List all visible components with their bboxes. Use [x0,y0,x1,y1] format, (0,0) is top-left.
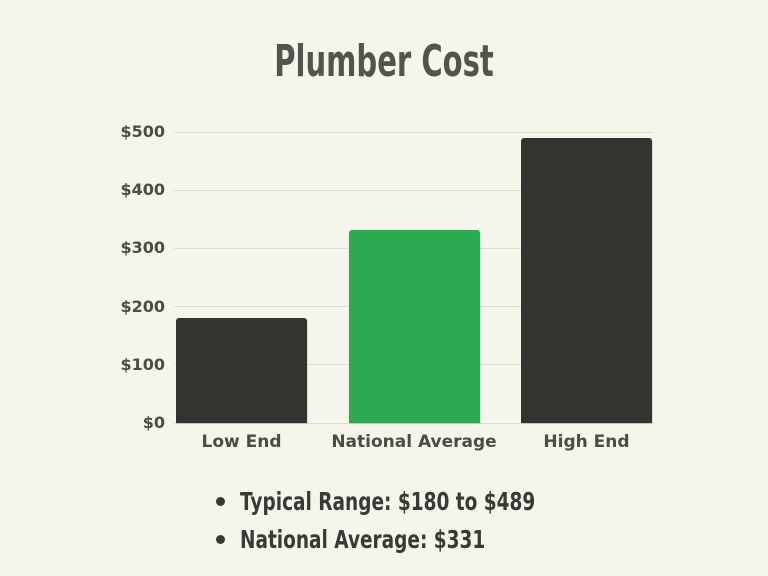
bullet-icon [216,534,225,544]
note-item: Typical Range: $180 to $489 [216,482,639,520]
y-axis-tick-label: $400 [120,180,165,200]
y-axis-tick-label: $300 [120,238,165,258]
gridline [174,131,653,133]
y-axis-tick-label: $500 [120,122,165,141]
x-axis-label-high-end: High End [543,432,630,452]
chart-title: Plumber Cost [274,36,494,87]
notes-list: Typical Range: $180 to $489 National Aver… [216,482,639,558]
note-text: Typical Range: $180 to $489 [240,486,536,516]
bar-national-average [348,230,480,423]
bar-low-end [176,318,307,423]
x-axis-label-national-average: National Average [331,432,497,452]
y-axis-tick-label: $100 [120,354,165,374]
note-text: National Average: $331 [240,524,486,554]
y-axis-tick-label: $200 [120,296,165,316]
y-axis-tick-label: $0 [142,413,165,432]
gridline [174,422,653,424]
gridline [174,189,653,191]
bullet-icon [216,496,225,506]
note-item: National Average: $331 [216,520,639,558]
x-axis-label-low-end: Low End [201,432,282,452]
bar-high-end [521,138,652,423]
